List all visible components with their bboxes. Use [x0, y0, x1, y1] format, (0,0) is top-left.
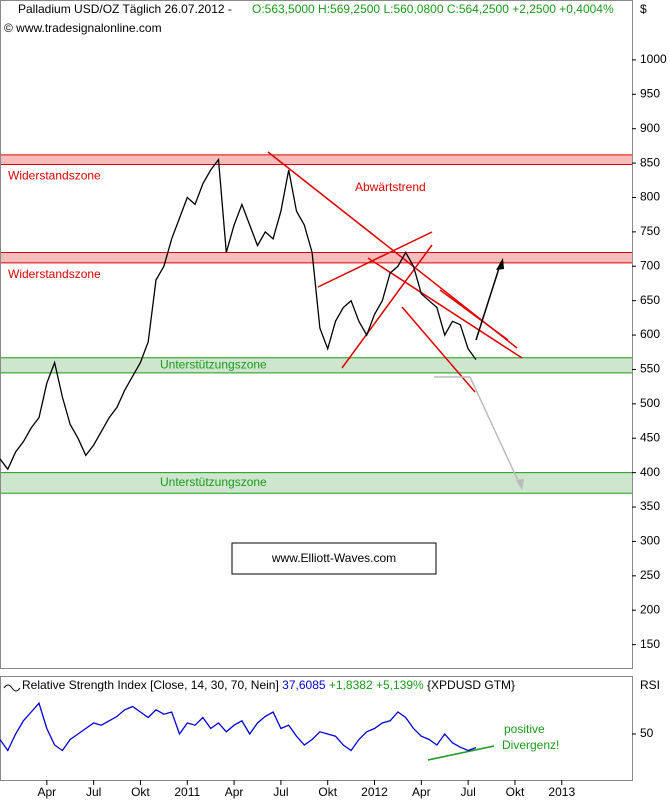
rsi-name: Relative Strength Index [Close, 14, 30, …: [22, 678, 279, 692]
y-tick-label: 250: [640, 568, 660, 582]
arrow-down: [469, 376, 521, 486]
price-panel: [0, 0, 633, 669]
y-tick-label: 200: [640, 602, 660, 616]
y-tick-label: 450: [640, 430, 660, 444]
y-tick-label: 750: [640, 224, 660, 238]
y-tick-label: 500: [640, 396, 660, 410]
arrow-head: [496, 258, 504, 270]
y-tick-label: 700: [640, 258, 660, 272]
rsi-title: Relative Strength Index [Close, 14, 30, …: [22, 678, 515, 692]
annotation: Abwärtstrend: [355, 180, 426, 194]
y-tick-label: 400: [640, 465, 660, 479]
x-tick-label: Apr: [412, 785, 431, 799]
x-tick-label: Okt: [318, 785, 337, 799]
x-tick-label: Apr: [37, 785, 56, 799]
y-tick-label: 650: [640, 293, 660, 307]
x-tick-label: Okt: [131, 785, 150, 799]
source: © www.tradesignalonline.com: [4, 21, 162, 35]
y-unit: $: [640, 2, 647, 16]
chart-title: Palladium USD/OZ Täglich 26.07.2012 -: [18, 2, 232, 16]
x-tick-label: 2012: [361, 785, 388, 799]
x-tick-label: Apr: [225, 785, 244, 799]
zone-label: Widerstandszone: [8, 169, 101, 183]
x-tick-label: Jul: [86, 785, 101, 799]
y-tick-label: 150: [640, 637, 660, 651]
y-tick-label: 350: [640, 499, 660, 513]
rsi-symbol: {XPDUSD GTM}: [427, 678, 515, 692]
y-tick-label: 300: [640, 534, 660, 548]
zone-label: Widerstandszone: [8, 267, 101, 281]
y-tick-label: 1000: [640, 52, 667, 66]
arrow-up: [475, 261, 502, 341]
divergence-line: [427, 745, 495, 761]
arrow-head: [516, 479, 524, 490]
zone: [1, 357, 632, 373]
series-line: [0, 701, 477, 752]
y-tick-label: 850: [640, 155, 660, 169]
zone: [1, 252, 632, 263]
watermark: www.Elliott-Waves.com: [271, 551, 396, 565]
rsi-icon: [3, 684, 21, 692]
rsi-change: +1,8382 +5,139%: [329, 678, 424, 692]
x-tick-label: 2011: [174, 785, 200, 799]
zone: [1, 472, 632, 494]
annotation: Divergenz!: [502, 738, 559, 752]
ohlc: O:563,5000 H:569,2500 L:560,0800 C:564,2…: [252, 2, 614, 16]
rsi-last: 37,6085: [282, 678, 326, 692]
zone-label: Unterstützungszone: [160, 357, 267, 371]
y-tick-label: 800: [640, 190, 660, 204]
x-tick-label: 2013: [548, 785, 575, 799]
y-tick-label: 600: [640, 327, 660, 341]
zone-label: Unterstützungszone: [160, 475, 267, 489]
y-tick-label: 50: [640, 726, 654, 740]
annotation: positive: [504, 722, 545, 736]
y-tick-label: 550: [640, 362, 660, 376]
series-line: [0, 157, 477, 471]
y-tick-label: 900: [640, 121, 660, 135]
zone: [1, 154, 632, 165]
x-tick-label: Okt: [506, 785, 525, 799]
watermark-box: [231, 542, 437, 575]
rsi-panel: [0, 676, 633, 781]
x-tick-label: Jul: [460, 785, 475, 799]
rsi-label: RSI: [640, 678, 660, 692]
y-tick-label: 950: [640, 86, 660, 100]
x-tick-label: Jul: [273, 785, 288, 799]
trend-lines: [267, 151, 523, 393]
